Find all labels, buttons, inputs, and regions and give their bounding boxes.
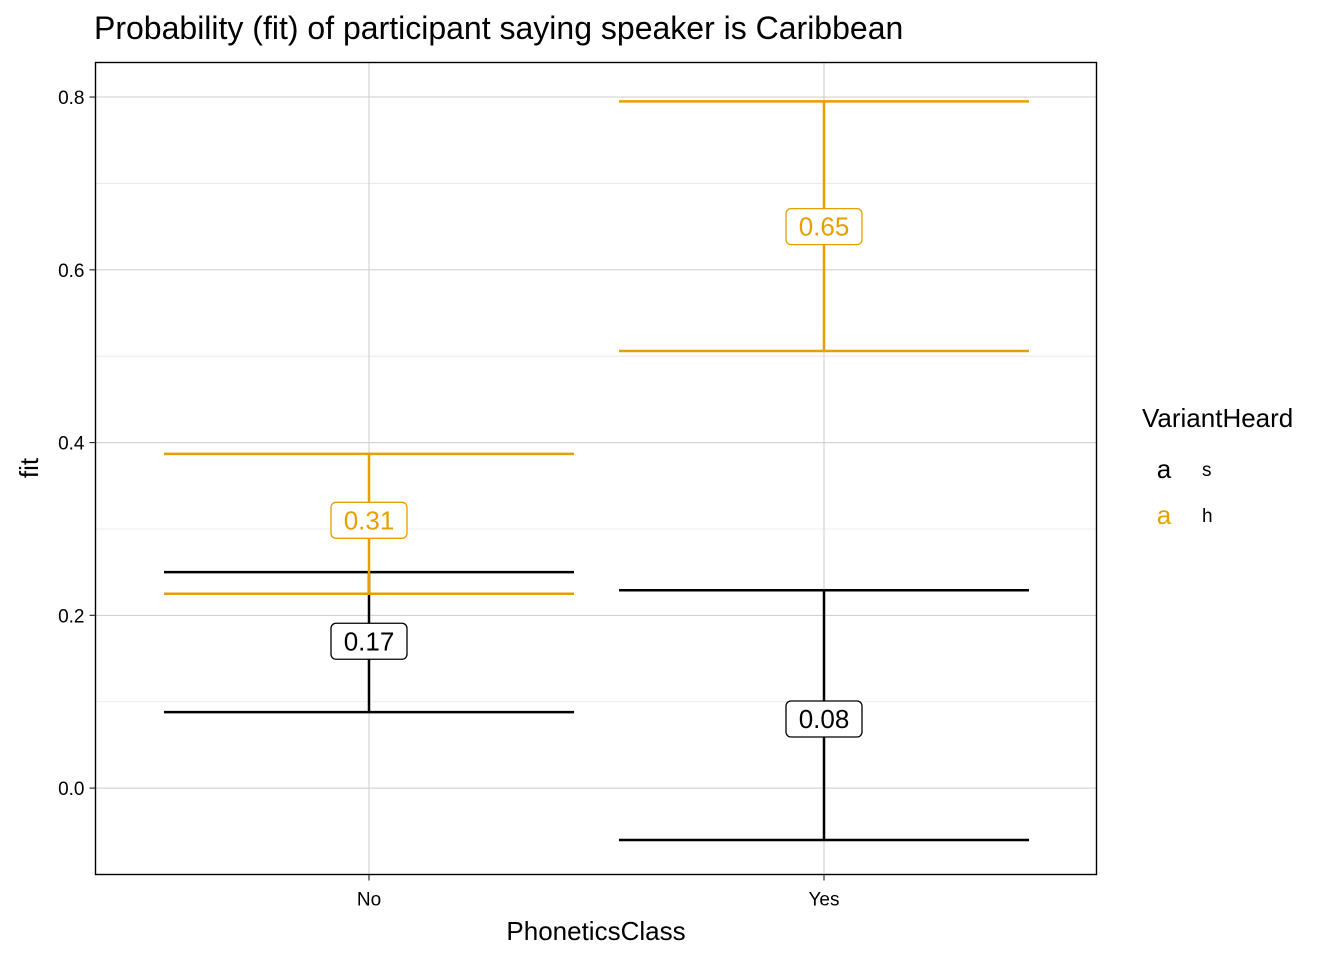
plot-border: [94, 61, 1098, 876]
y-tick-label: 0.2: [58, 606, 84, 627]
data-label: 0.65: [785, 207, 863, 246]
y-axis: 0.0 0.2 0.4 0.6 0.8: [58, 88, 96, 800]
data-label-text: 0.31: [344, 505, 395, 535]
x-axis-title: PhoneticsClass: [506, 916, 685, 946]
legend-key: a: [1157, 454, 1172, 484]
legend-items: a sa h: [1157, 454, 1213, 530]
legend-title: VariantHeard: [1142, 403, 1293, 433]
data-label-text: 0.65: [799, 212, 850, 242]
data-label: 0.17: [330, 622, 408, 660]
x-axis: No Yes: [357, 874, 840, 911]
data-labels: 0.17 0.08 0.31 0.65: [330, 207, 863, 738]
legend-label: h: [1202, 506, 1213, 527]
y-tick-label: 0.4: [58, 434, 85, 455]
data-label-box: [330, 501, 408, 539]
y-axis-title: fit: [14, 457, 44, 478]
data-label-text: 0.08: [799, 704, 850, 734]
plot-panel: [95, 62, 1097, 875]
legend-key: a: [1157, 500, 1172, 530]
data-label: 0.08: [785, 700, 863, 738]
data-label-box: [785, 207, 863, 246]
legend-label: s: [1202, 460, 1212, 481]
x-tick-label: No: [357, 890, 381, 911]
y-tick-label: 0.6: [58, 261, 84, 282]
y-tick-label: 0.8: [58, 88, 84, 109]
legend: VariantHeard a sa h: [1142, 403, 1293, 530]
data-label-text: 0.17: [344, 626, 395, 656]
data-label-box: [330, 622, 408, 660]
chart-title: Probability (fit) of participant saying …: [94, 10, 903, 46]
data-label: 0.31: [330, 501, 408, 539]
x-tick-label: Yes: [809, 890, 840, 911]
y-tick-label: 0.0: [58, 779, 84, 800]
data-label-box: [785, 700, 863, 738]
